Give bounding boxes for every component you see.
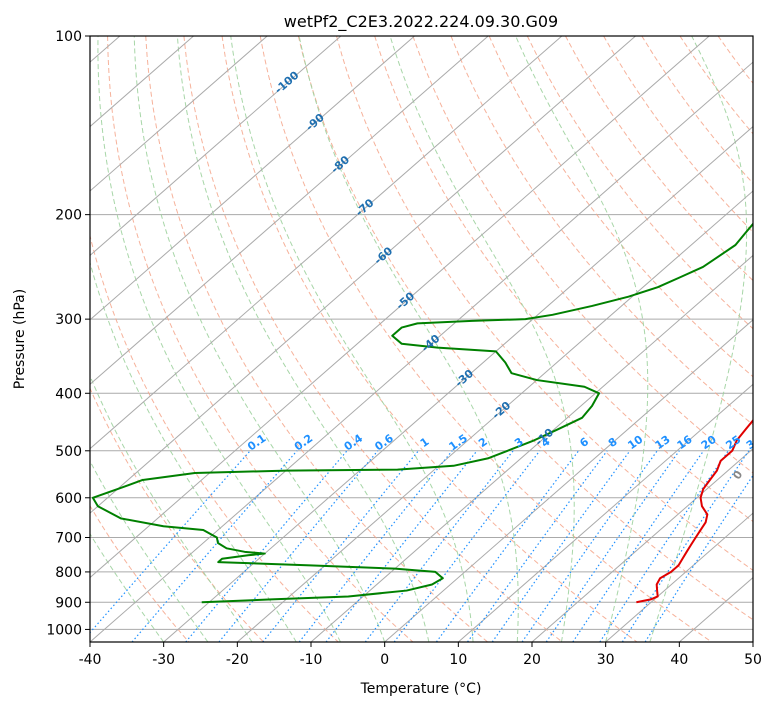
isotherm--100 xyxy=(90,36,342,257)
mixing-ratio-line-36 xyxy=(644,474,753,642)
pressure-gridlines xyxy=(90,36,753,630)
isotherm-20 xyxy=(531,448,753,642)
dry-adiabat-0 xyxy=(107,36,414,642)
y-tick-label-500: 500 xyxy=(55,444,82,460)
mixing-ratio-line-8 xyxy=(467,450,608,642)
moist-adiabat--24 xyxy=(90,460,209,642)
y-tick-label-600: 600 xyxy=(55,491,82,507)
isotherms xyxy=(90,36,753,642)
dry-adiabat--20 xyxy=(90,387,264,642)
isotherm-0 xyxy=(384,319,753,642)
y-tick-label-400: 400 xyxy=(55,386,82,402)
x-tick-label-0: 0 xyxy=(380,652,389,668)
mixing-ratio-label-30: 30 xyxy=(744,433,764,453)
y-tick-label-900: 900 xyxy=(55,595,82,611)
dry-adiabats xyxy=(90,36,753,642)
plot-area: -100-90-80-70-60-50-40-30-20-100.1 0.2 0.4… xyxy=(90,36,764,642)
y-tick-label-300: 300 xyxy=(55,312,82,328)
isotherm--10 xyxy=(310,254,753,642)
dry-adiabat-30 xyxy=(221,36,638,642)
x-tick-label-20: 20 xyxy=(523,652,541,668)
mixing-ratio-line-13 xyxy=(521,450,658,642)
moist-adiabat-24 xyxy=(389,36,575,642)
isotherm--40 xyxy=(90,61,753,642)
x-tick-label--40: -40 xyxy=(79,652,102,668)
moist-adiabat--18 xyxy=(90,374,253,642)
dry-adiabat-50 xyxy=(297,36,753,621)
moist-adiabat-6 xyxy=(176,36,430,642)
moist-adiabat-36 xyxy=(649,36,748,642)
x-tick-label-30: 30 xyxy=(597,652,615,668)
isotherm-10 xyxy=(458,383,753,642)
mixing-ratio-line-1 xyxy=(262,450,419,642)
y-tick-label-100: 100 xyxy=(55,29,82,45)
x-tick-label-50: 50 xyxy=(744,652,762,668)
moist-adiabat-12 xyxy=(230,36,474,642)
isotherm--30 xyxy=(163,125,753,642)
y-tick-label-800: 800 xyxy=(55,565,82,581)
dry-adiabat--30 xyxy=(90,504,190,642)
dry-adiabat-100 xyxy=(488,36,753,378)
isotherm--70 xyxy=(90,36,563,450)
y-tick-label-200: 200 xyxy=(55,208,82,224)
dry-adiabat--10 xyxy=(90,233,339,642)
isotherm--90 xyxy=(90,36,415,321)
x-axis-ticks: -40 -30 -20 -10 0 10 20 30 40 50 xyxy=(79,642,762,668)
mixing-ratio-line-25 xyxy=(599,450,729,642)
dewpoint-profile xyxy=(91,222,753,604)
moist-adiabat-0 xyxy=(133,36,386,642)
plot-frame xyxy=(89,35,754,643)
moist-adiabat-18 xyxy=(298,36,519,642)
x-axis-label: Temperature (°C) xyxy=(360,681,482,697)
temperature-profile xyxy=(636,418,753,604)
moist-adiabat--6 xyxy=(97,36,341,642)
isotherm--50 xyxy=(90,36,710,579)
profile-series xyxy=(91,222,753,604)
isotherm--110 xyxy=(90,36,268,192)
chart-title: wetPf2_C2E3.2022.224.09.30.G09 xyxy=(284,12,558,32)
x-tick-label--20: -20 xyxy=(226,652,249,668)
isotherm-30 xyxy=(605,512,753,642)
mixing-ratio-line-1.5 xyxy=(298,450,453,642)
mixing-ratio-line-2 xyxy=(325,450,478,642)
dry-adiabat-80 xyxy=(412,36,753,474)
x-tick-label--30: -30 xyxy=(152,652,175,668)
y-axis-ticks: 100 200 300 400 500 600 700 800 900 1000 xyxy=(46,29,90,638)
x-tick-label-10: 10 xyxy=(449,652,467,668)
mixing-ratio-line-30 xyxy=(621,450,750,642)
mixing-ratio-line-20 xyxy=(572,450,705,642)
mixing-ratio-line-0.4 xyxy=(185,450,348,642)
mixing-ratio-line-6 xyxy=(435,450,580,642)
dry-adiabat-90 xyxy=(450,36,753,426)
isotherm--20 xyxy=(237,190,753,642)
dry-adiabat-10 xyxy=(145,36,488,642)
y-tick-label-1000: 1000 xyxy=(46,622,82,638)
mixing-ratio-line-4 xyxy=(393,450,541,642)
isotherm--80 xyxy=(90,36,489,385)
isotherm--60 xyxy=(90,36,636,514)
y-tick-label-700: 700 xyxy=(55,531,82,547)
moist-adiabat--30 xyxy=(90,532,165,642)
mixing-ratio-line-16 xyxy=(545,450,680,642)
moist-adiabat-30 xyxy=(515,36,649,642)
x-tick-label-40: 40 xyxy=(670,652,688,668)
dry-adiabat-60 xyxy=(336,36,753,571)
y-axis-label: Pressure (hPa) xyxy=(12,289,28,389)
dry-adiabat-20 xyxy=(183,36,563,642)
mixing-ratio-line-0.1 xyxy=(90,450,251,634)
mixing-ratio-line-10 xyxy=(491,450,631,642)
x-tick-label--10: -10 xyxy=(300,652,323,668)
